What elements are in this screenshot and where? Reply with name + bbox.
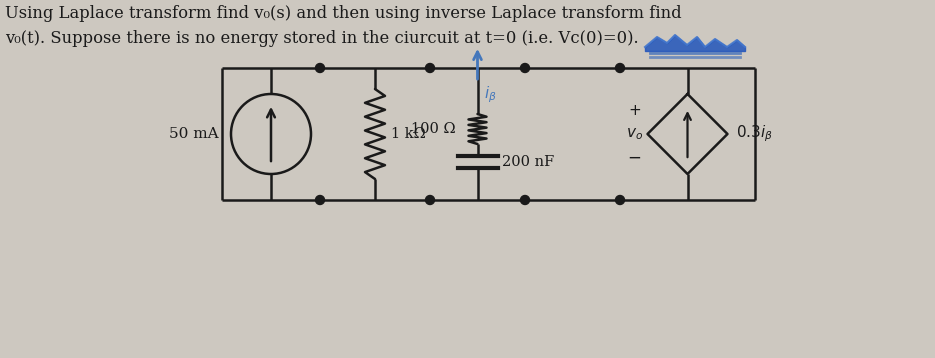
Text: Using Laplace transform find v₀(s) and then using inverse Laplace transform find: Using Laplace transform find v₀(s) and t…	[5, 5, 682, 22]
Circle shape	[521, 63, 529, 73]
Text: 200 nF: 200 nF	[501, 155, 554, 169]
Text: −: −	[627, 149, 641, 167]
Text: v₀(t). Suppose there is no energy stored in the ciurcuit at t=0 (i.e. Vc(0)=0).: v₀(t). Suppose there is no energy stored…	[5, 30, 639, 47]
Circle shape	[521, 195, 529, 204]
Circle shape	[615, 195, 625, 204]
Text: $0.3i_{\beta}$: $0.3i_{\beta}$	[736, 124, 772, 144]
Text: $i_{\beta}$: $i_{\beta}$	[483, 84, 496, 105]
Text: 1 kΩ: 1 kΩ	[391, 127, 425, 141]
Text: 100 Ω: 100 Ω	[410, 122, 455, 136]
Circle shape	[315, 195, 324, 204]
Text: +: +	[628, 102, 641, 117]
Text: $v_o$: $v_o$	[626, 126, 643, 142]
Circle shape	[425, 195, 435, 204]
Circle shape	[615, 63, 625, 73]
Circle shape	[315, 63, 324, 73]
Circle shape	[425, 63, 435, 73]
Text: 50 mA: 50 mA	[169, 127, 219, 141]
